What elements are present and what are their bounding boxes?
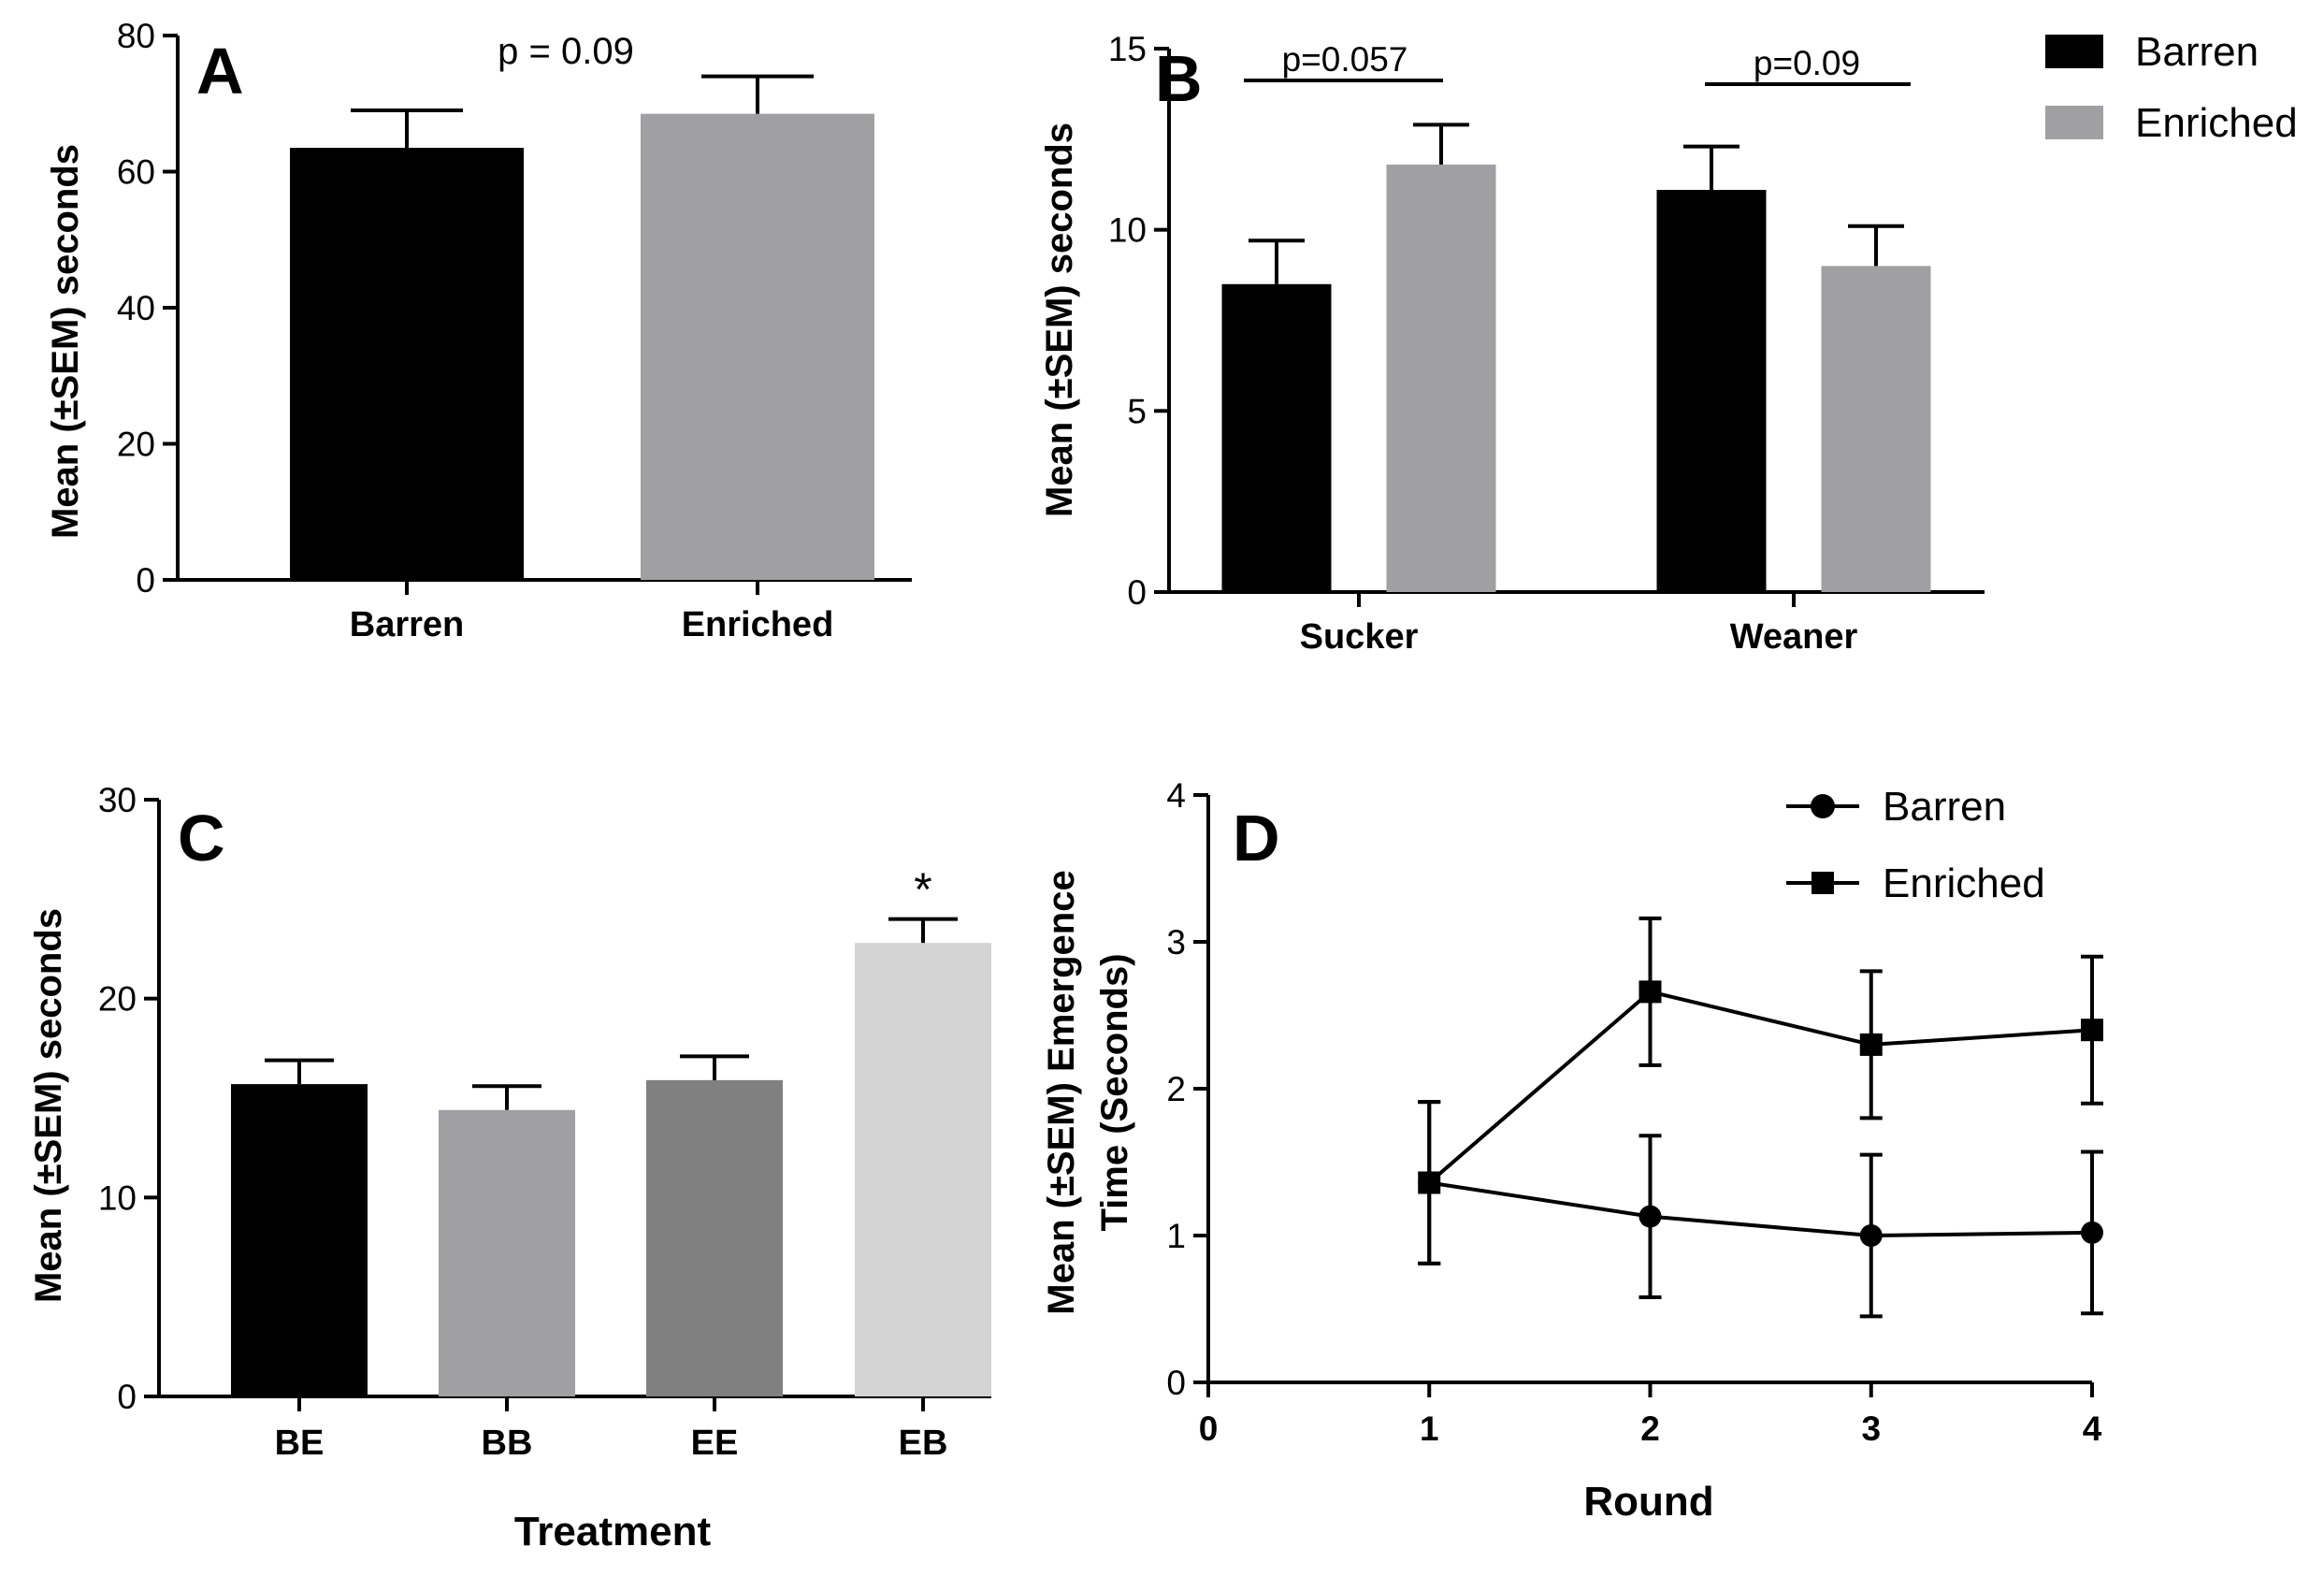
panel-a-y-tick-label: 80 (117, 17, 155, 55)
panel-c-significance-star: * (914, 863, 931, 916)
panel-b-y-tick-label: 15 (1108, 30, 1147, 68)
panel-a-x-tick-label: Barren (350, 605, 465, 644)
panel-d-point-enriched (2081, 1019, 2103, 1042)
legend-marker-barren (1811, 794, 1835, 818)
panel-d-point-barren (1859, 1224, 1883, 1247)
panel-a-y-tick-label: 60 (117, 153, 155, 192)
panel-d-x-tick-label: 3 (1861, 1410, 1881, 1448)
panel-b-bar-weaner-barren (1656, 190, 1767, 592)
panel-d-y-tick-label: 1 (1166, 1217, 1186, 1255)
legend-label-barren: Barren (2135, 29, 2259, 75)
legend-label-enriched: Enriched (2135, 100, 2298, 146)
panel-b-y-tick-label: 0 (1127, 573, 1147, 612)
panel-c-bar-ee (646, 1079, 783, 1396)
panel-b-x-tick-label: Sucker (1300, 617, 1419, 657)
panel-d-legend: Barren Enriched (1786, 784, 2045, 906)
panel-b-bar-sucker-barren (1221, 283, 1332, 592)
panel-d-y-tick-label: 3 (1166, 923, 1186, 962)
panel-c-x-tick-label: BE (275, 1424, 325, 1463)
panel-d-x-tick-label: 1 (1420, 1410, 1439, 1448)
panel-d-point-enriched (1638, 980, 1662, 1004)
panel-b-y-tick-label: 5 (1127, 392, 1147, 430)
panel-c-y-tick-label: 0 (117, 1378, 137, 1416)
panel-a: A Mean (±SEM) seconds p = 0.09 0 20 40 60 80… (45, 17, 912, 644)
panel-a-y-axis-label: Mean (±SEM) seconds (45, 144, 86, 539)
panel-d-line-enriched (1427, 990, 2093, 1184)
panel-b-y-axis-label: Mean (±SEM) seconds (1039, 123, 1080, 517)
panel-b-p-sucker: p=0.057 (1282, 40, 1408, 79)
panel-a-y-tick-label: 0 (136, 561, 155, 600)
panel-c-bar-eb (855, 943, 991, 1396)
panel-c-y-tick-label: 30 (98, 781, 137, 819)
panel-b-bar-sucker-enriched (1386, 164, 1496, 593)
panel-c-y-tick-label: 10 (98, 1178, 137, 1217)
panel-c-y-tick-label: 20 (98, 980, 137, 1019)
legend-marker-enriched (1812, 872, 1834, 894)
panel-d-line-barren (1428, 1180, 2093, 1238)
panel-a-y-tick-label: 40 (117, 289, 155, 327)
panel-d-y-axis-label-line2: Time (Seconds) (1094, 953, 1135, 1231)
panel-d-point-enriched (1859, 1033, 1883, 1056)
panel-d-x-axis-label: Round (1583, 1479, 1713, 1525)
panel-d-marks: 0 1 2 3 4 0 1 2 3 4 (1166, 776, 2103, 1448)
panel-c-letter: C (178, 802, 225, 875)
panel-a-p-value: p = 0.09 (498, 31, 634, 72)
panel-d-y-tick-label: 2 (1166, 1070, 1186, 1108)
panel-a-marks: 0 20 40 60 80 Barren Enriched (117, 17, 912, 644)
panel-a-bar-barren (290, 148, 524, 580)
panel-a-bar-enriched (641, 113, 874, 580)
panel-d: D Mean (±SEM) Emergence Time (Seconds) R… (1041, 776, 2103, 1525)
legend-swatch-enriched (2045, 106, 2103, 139)
panel-d-y-tick-label: 4 (1166, 776, 1186, 815)
panel-b-p-weaner: p=0.09 (1754, 44, 1860, 82)
panel-b-legend: Barren Enriched (2045, 29, 2298, 146)
panel-c-x-tick-label: EB (899, 1424, 948, 1463)
panel-c-bar-bb (439, 1109, 575, 1396)
panel-b-x-tick-label: Weaner (1730, 617, 1858, 657)
panel-a-letter: A (196, 35, 244, 108)
panel-a-y-tick-label: 20 (117, 426, 155, 464)
panel-b: B Mean (±SEM) seconds p=0.057 p=0.09 0 5 1… (1039, 29, 2298, 657)
panel-d-point-barren (2081, 1221, 2103, 1244)
panel-c-x-axis-label: Treatment (514, 1509, 712, 1554)
panel-c-y-axis-label: Mean (±SEM) seconds (28, 908, 69, 1303)
panel-c-bar-be (231, 1084, 368, 1396)
panel-a-x-tick-label: Enriched (682, 605, 834, 644)
panel-d-x-tick-label: 4 (2083, 1410, 2102, 1448)
legend-swatch-barren (2045, 35, 2103, 68)
panel-b-marks: 0 5 10 15 Sucker Weaner (1108, 30, 1985, 657)
panel-b-letter: B (1155, 42, 1203, 115)
panel-b-bar-weaner-enriched (1821, 266, 1931, 592)
panel-b-y-tick-label: 10 (1108, 211, 1147, 250)
panel-d-x-tick-label: 2 (1640, 1410, 1660, 1448)
panel-d-y-axis-label-line1: Mean (±SEM) Emergence (1041, 870, 1082, 1314)
panel-c-x-tick-label: BB (482, 1424, 533, 1463)
panel-d-y-tick-label: 0 (1166, 1364, 1186, 1402)
panel-d-point-enriched (1418, 1171, 1441, 1194)
panel-c: C Mean (±SEM) seconds Treatment * 0 10 20 3… (28, 781, 991, 1554)
panel-c-marks: 0 10 20 30 BE BB EE EB (98, 781, 991, 1463)
panel-d-point-barren (1638, 1205, 1662, 1228)
legend-label-enriched-d: Enriched (1883, 860, 2045, 906)
panel-d-letter: D (1233, 802, 1280, 875)
legend-label-barren-d: Barren (1883, 784, 2006, 830)
panel-d-x-tick-label: 0 (1199, 1410, 1219, 1448)
panel-c-x-tick-label: EE (691, 1424, 739, 1463)
